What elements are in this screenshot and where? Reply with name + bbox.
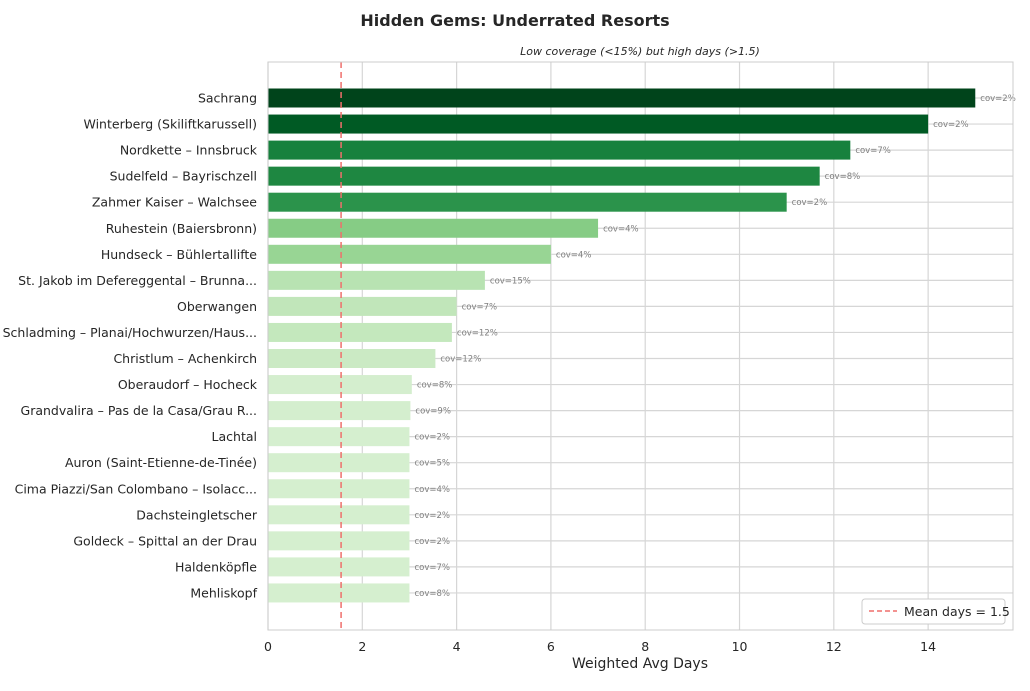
x-axis-label: Weighted Avg Days: [572, 656, 708, 672]
bar: [268, 427, 410, 447]
y-tick-label: Schladming – Planai/Hochwurzen/Haus...: [3, 325, 257, 340]
y-tick-label: Oberwangen: [177, 299, 257, 314]
bar-value-label: cov=2%: [980, 94, 1016, 104]
bar: [268, 505, 410, 525]
bar-value-label: cov=8%: [414, 589, 450, 599]
y-tick-label: Christlum – Achenkirch: [113, 351, 257, 366]
bar: [268, 218, 599, 238]
bar-value-label: cov=2%: [792, 198, 828, 208]
y-tick-label: Nordkette – Innsbruck: [120, 143, 258, 158]
bar: [268, 244, 551, 264]
bar-value-labels: cov=2% cov=2% cov=7% cov=8% cov=2% cov=4% cov=…: [414, 94, 1015, 599]
x-tick-label: 2: [358, 639, 366, 654]
x-tick-labels: 0 2 4 6 8 10 12 14: [264, 639, 936, 654]
bar-value-label: cov=4%: [414, 485, 450, 495]
y-tick-label: Hundseck – Bühlertallifte: [101, 247, 257, 262]
bar-value-label: cov=2%: [933, 120, 969, 130]
x-tick-label: 8: [641, 639, 649, 654]
y-tick-label: Sachrang: [198, 91, 257, 106]
bar: [268, 557, 410, 577]
bar: [268, 88, 976, 108]
bar-value-label: cov=2%: [414, 537, 450, 547]
bar: [268, 270, 485, 290]
bar-value-label: cov=8%: [417, 381, 453, 391]
legend: Mean days = 1.5: [861, 598, 1010, 625]
bar: [268, 296, 457, 316]
bar-value-label: cov=15%: [490, 276, 531, 286]
x-tick-label: 0: [264, 639, 272, 654]
y-tick-label: Oberaudorf – Hocheck: [118, 377, 258, 392]
bar: [268, 114, 929, 134]
x-tick-label: 12: [826, 639, 842, 654]
x-tick-label: 4: [453, 639, 461, 654]
x-tick-label: 10: [732, 639, 748, 654]
bar: [268, 349, 436, 368]
bar-value-label: cov=4%: [603, 224, 639, 234]
chart-subtitle: Low coverage (<15%) but high days (>1.5): [520, 45, 760, 58]
bar: [268, 140, 851, 160]
bar-value-label: cov=4%: [556, 250, 592, 260]
bar-value-label: cov=12%: [440, 355, 481, 365]
y-tick-label: Lachtal: [212, 429, 257, 444]
bar: [268, 531, 410, 551]
bar-value-label: cov=2%: [414, 511, 450, 521]
bar: [268, 453, 410, 473]
y-tick-label: Sudelfeld – Bayrischzell: [110, 169, 257, 184]
bar-value-label: cov=2%: [414, 433, 450, 443]
bar: [268, 479, 410, 499]
y-tick-label: Mehliskopf: [190, 585, 257, 600]
y-tick-labels: Sachrang Winterberg (Skiliftkarussell) Nor…: [3, 91, 258, 601]
y-tick-label: Ruhestein (Baiersbronn): [106, 221, 257, 236]
x-tick-label: 6: [547, 639, 555, 654]
bars: [268, 88, 976, 603]
bar-value-label: cov=7%: [414, 563, 450, 573]
y-tick-label: St. Jakob im Defereggental – Brunna...: [18, 273, 257, 288]
plot-frame: [267, 61, 1014, 631]
bar: [268, 401, 411, 421]
y-tick-label: Goldeck – Spittal an der Drau: [73, 533, 257, 548]
bar: [268, 583, 410, 603]
y-tick-label: Cima Piazzi/San Colombano – Isolacc...: [15, 481, 257, 496]
bar-value-label: cov=7%: [462, 302, 498, 312]
y-tick-label: Grandvalira – Pas de la Casa/Grau R...: [21, 403, 257, 418]
y-tick-label: Zahmer Kaiser – Walchsee: [92, 195, 257, 210]
bar: [268, 375, 412, 395]
y-tick-label: Winterberg (Skiliftkarussell): [84, 117, 258, 132]
bar: [268, 166, 820, 186]
y-tick-label: Dachsteingletscher: [136, 507, 258, 522]
y-tick-label: Auron (Saint-Etienne-de-Tinée): [65, 455, 257, 470]
bar-value-label: cov=9%: [415, 407, 451, 417]
legend-box: [861, 598, 1006, 625]
legend-label: Mean days = 1.5: [904, 604, 1010, 619]
chart-title: Hidden Gems: Underrated Resorts: [360, 11, 669, 30]
bar-value-label: cov=8%: [825, 172, 861, 182]
bar: [268, 322, 452, 342]
bar: [268, 192, 787, 212]
bar-value-label: cov=12%: [457, 328, 498, 338]
bar-value-label: cov=5%: [414, 459, 450, 469]
x-tick-label: 14: [920, 639, 936, 654]
bar-value-label: cov=7%: [855, 146, 891, 156]
y-tick-label: Haldenköpfle: [175, 559, 257, 574]
